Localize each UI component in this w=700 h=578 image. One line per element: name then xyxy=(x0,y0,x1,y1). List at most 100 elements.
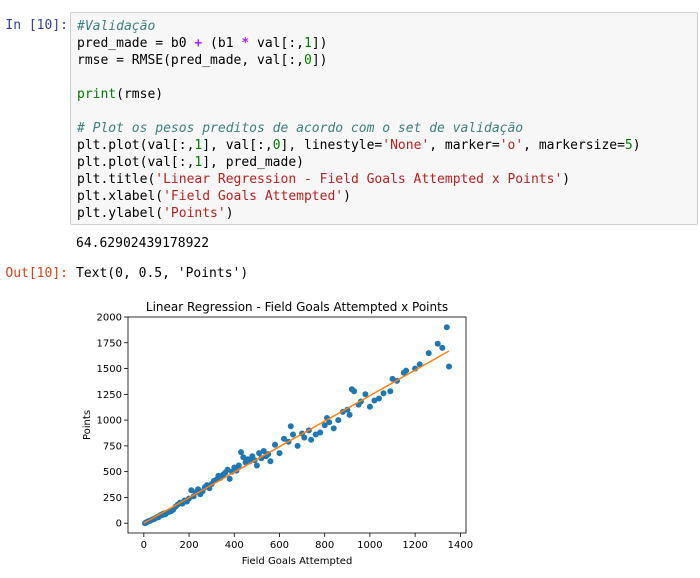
y-tick-label: 0 xyxy=(116,519,122,530)
code-token: ) xyxy=(632,138,641,153)
code-token: plt.plot(val[:, xyxy=(77,155,195,170)
code-token: ) xyxy=(562,172,571,187)
code-token: 1 xyxy=(194,138,203,153)
code-token: 5 xyxy=(624,138,633,153)
code-line: plt.xlabel('Field Goals Attempted') xyxy=(77,189,351,204)
code-token: pred_made = b0 xyxy=(77,36,195,51)
y-axis-label: Points xyxy=(82,410,93,440)
code-token: 'Linear Regression - Field Goals Attempt… xyxy=(155,172,563,187)
code-token: ], pred_made) xyxy=(202,155,304,170)
scatter-point xyxy=(240,454,247,461)
scatter-point xyxy=(346,411,353,418)
x-tick-label: 1000 xyxy=(357,540,382,551)
scatter-chart: Linear Regression - Field Goals Attempte… xyxy=(82,300,473,567)
scatter-point xyxy=(301,434,308,441)
code-token: plt.xlabel( xyxy=(77,189,164,204)
y-tick-label: 1500 xyxy=(97,364,122,375)
code-line: #Validação xyxy=(77,19,155,34)
scatter-point xyxy=(403,367,410,374)
code-line: rmse = RMSE(pred_made, val[:,0]) xyxy=(77,53,327,68)
code-token: ], val[:, xyxy=(202,138,273,153)
code-token: (b1 xyxy=(202,36,242,51)
scatter-point xyxy=(434,340,441,347)
y-tick-label: 500 xyxy=(103,467,122,478)
scatter-point xyxy=(439,344,446,351)
y-tick-label: 1750 xyxy=(97,338,122,349)
y-tick-label: 750 xyxy=(103,441,122,452)
code-token: 1 xyxy=(304,36,312,51)
code-token: #Validação xyxy=(77,19,156,34)
scatter-point xyxy=(312,431,319,438)
scatter-point xyxy=(362,391,369,398)
scatter-point xyxy=(195,486,202,493)
x-tick-label: 1400 xyxy=(448,540,473,551)
scatter-point xyxy=(366,403,373,410)
scatter-point xyxy=(376,395,382,402)
code-line: pred_made = b0 + (b1 * val[:,1]) xyxy=(77,36,327,51)
code-token: # Plot os pesos preditos de acordo com o… xyxy=(77,121,524,136)
code-token: rmse = RMSE(pred_made, val[:, xyxy=(77,53,304,68)
y-tick-label: 2000 xyxy=(97,313,122,324)
code-token: 1 xyxy=(194,155,203,170)
scatter-point xyxy=(253,462,260,469)
code-token: ]) xyxy=(311,53,328,68)
code-line: print(rmse) xyxy=(77,87,163,102)
scatter-point xyxy=(380,390,387,397)
scatter-point xyxy=(238,449,244,456)
regression-line xyxy=(143,350,450,524)
x-axis-label: Field Goals Attempted xyxy=(242,556,353,567)
output-prompt: Out[10]: xyxy=(5,266,68,281)
code-editor[interactable]: #Validação pred_made = b0 + (b1 * val[:,… xyxy=(71,13,697,222)
code-token: 0 xyxy=(303,53,312,68)
x-tick-label: 1200 xyxy=(402,540,427,551)
x-tick-label: 800 xyxy=(315,540,334,551)
scatter-point xyxy=(281,435,287,442)
code-line: plt.plot(val[:,1], val[:,0], linestyle='… xyxy=(77,138,641,153)
scatter-point xyxy=(326,419,333,426)
y-tick-label: 250 xyxy=(103,493,122,504)
scatter-point xyxy=(290,431,296,438)
scatter-point xyxy=(425,350,432,357)
code-line: # Plot os pesos preditos de acordo com o… xyxy=(77,121,523,136)
code-token: 'Points' xyxy=(163,206,226,221)
scatter-point xyxy=(387,388,394,395)
scatter-point xyxy=(224,466,231,473)
input-prompt: In [10]: xyxy=(5,18,68,33)
scatter-point xyxy=(294,442,301,449)
x-tick-label: 600 xyxy=(270,540,289,551)
scatter-point xyxy=(389,375,396,382)
scatter-point xyxy=(351,388,358,395)
code-cell-input[interactable]: #Validação pred_made = b0 + (b1 * val[:,… xyxy=(70,12,698,225)
y-tick-label: 1250 xyxy=(97,390,122,401)
code-token: ) xyxy=(225,206,234,221)
code-line: plt.ylabel('Points') xyxy=(77,206,234,221)
scatter-point xyxy=(446,363,452,370)
code-token: ) xyxy=(343,189,351,204)
scatter-point xyxy=(308,436,315,443)
scatter-point xyxy=(235,462,242,469)
scatter-point xyxy=(267,458,274,465)
scatter-point xyxy=(317,429,324,436)
x-tick-label: 0 xyxy=(141,540,147,551)
code-token: plt.title( xyxy=(77,172,156,187)
code-token: 'Field Goals Attempted' xyxy=(163,189,344,204)
code-token: + xyxy=(194,36,203,51)
code-line: plt.title('Linear Regression - Field Goa… xyxy=(77,172,570,187)
scatter-point xyxy=(226,475,233,482)
scatter-point xyxy=(272,441,278,448)
code-token: ], linestyle= xyxy=(280,138,383,153)
plot-figure: Linear Regression - Field Goals Attempte… xyxy=(76,296,496,572)
scatter-point xyxy=(371,397,378,404)
code-token: plt.ylabel( xyxy=(77,206,164,221)
chart-title: Linear Regression - Field Goals Attempte… xyxy=(146,300,448,314)
code-token: , markersize= xyxy=(523,138,625,153)
code-token: 0 xyxy=(272,138,281,153)
code-token: * xyxy=(241,36,250,51)
code-token: 'None' xyxy=(382,138,430,153)
code-token: val[:, xyxy=(249,36,304,51)
scatter-point xyxy=(188,487,195,494)
scatter-point xyxy=(335,417,342,424)
plot-frame xyxy=(127,316,467,534)
code-token: plt.plot(val[:, xyxy=(77,138,195,153)
execute-result: Text(0, 0.5, 'Points') xyxy=(76,266,249,281)
